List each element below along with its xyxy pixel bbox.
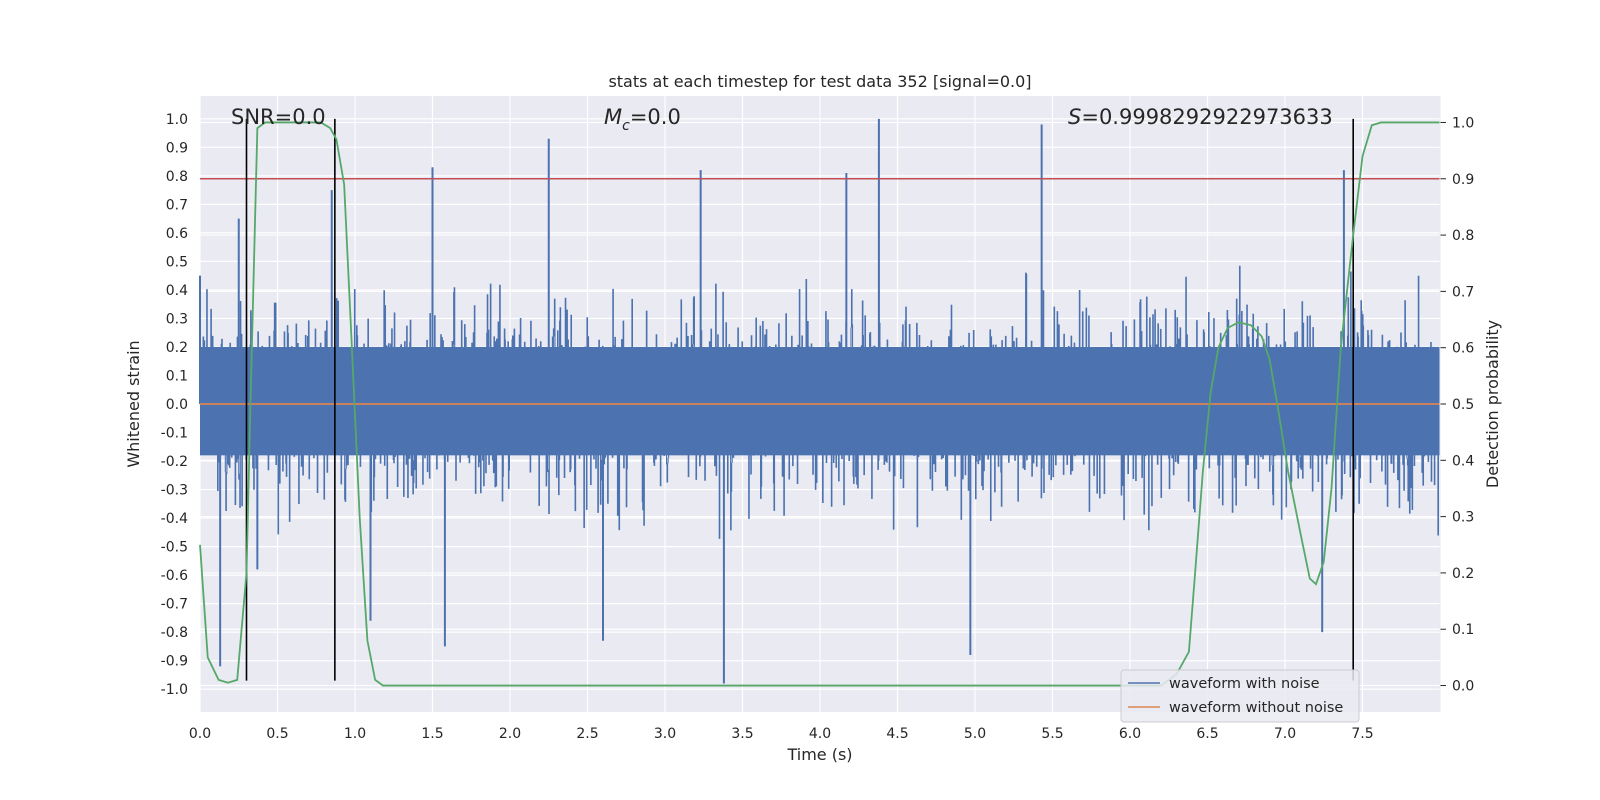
chirp-mass-subscript: c [622, 118, 630, 134]
score-value: =0.9998292922973633 [1081, 105, 1332, 129]
x-tick-label: 5.0 [964, 726, 986, 742]
legend: waveform with noise waveform without noi… [1120, 669, 1360, 723]
y-tick-label: -0.4 [161, 511, 188, 527]
snr-annotation: SNR=0.0 [231, 105, 326, 129]
y-tick-label: -0.3 [161, 483, 188, 499]
y2-tick-label: 0.8 [1452, 228, 1474, 244]
y-tick-label: 0.6 [166, 226, 188, 242]
y2-tick-label: 0.2 [1452, 566, 1474, 582]
x-tick-label: 7.5 [1351, 726, 1373, 742]
y-tick-label: -0.2 [161, 454, 188, 470]
x-tick-label: 0.0 [189, 726, 211, 742]
y-tick-label: 0.3 [166, 311, 188, 327]
axis-ticks: 1.0 0.9 0.8 0.7 0.6 0.5 0.4 0.3 0.2 0.1 0.0 -0.1 -0.… [161, 96, 1474, 742]
y2-tick-label: 0.9 [1452, 172, 1474, 188]
y-tick-label: 1.0 [166, 112, 188, 128]
series-layer [199, 118, 1440, 687]
y2-tick-label: 0.4 [1452, 453, 1474, 469]
x-tick-label: 5.5 [1041, 726, 1063, 742]
x-tick-label: 6.5 [1196, 726, 1218, 742]
y-tick-label: 0.7 [166, 197, 188, 213]
chirp-mass-value: =0.0 [630, 105, 681, 129]
x-tick-label: 4.0 [809, 726, 831, 742]
x-tick-label: 0.5 [266, 726, 288, 742]
y2-tick-label: 1.0 [1452, 115, 1474, 131]
y2-tick-label: 0.3 [1452, 510, 1474, 526]
y-tick-label: -0.8 [161, 625, 188, 641]
x-tick-label: 1.5 [421, 726, 443, 742]
score-symbol: S [1068, 105, 1081, 129]
y2-tick-label: 0.6 [1452, 341, 1474, 357]
x-tick-label: 4.5 [886, 726, 908, 742]
chart-title: stats at each timestep for test data 352… [608, 72, 1031, 91]
legend-box [1120, 669, 1360, 723]
y-tick-label: 0.9 [166, 140, 188, 156]
y2-tick-label: 0.0 [1452, 679, 1474, 695]
y-tick-label: 0.0 [166, 397, 188, 413]
y-tick-label: -0.6 [161, 568, 188, 584]
y2-axis-label: Detection probability [1483, 320, 1502, 488]
score-annotation: S=0.9998292922973633 [1068, 105, 1333, 129]
noisy-waveform-core [200, 346, 1440, 456]
y-tick-label: 0.1 [166, 368, 188, 384]
x-axis-label: Time (s) [786, 745, 852, 764]
chirp-mass-symbol: M [604, 105, 622, 129]
x-tick-label: 2.5 [576, 726, 598, 742]
x-tick-label: 1.0 [344, 726, 366, 742]
noisy-waveform-series [199, 118, 1441, 684]
grid [199, 96, 1440, 712]
detection-probability-line [199, 121, 1440, 687]
x-tick-label: 3.5 [731, 726, 753, 742]
y-tick-label: -0.5 [161, 540, 188, 556]
y-tick-label: -0.1 [161, 426, 188, 442]
y-tick-label: 0.4 [166, 283, 188, 299]
x-tick-label: 3.0 [654, 726, 676, 742]
y2-tick-label: 0.7 [1452, 284, 1474, 300]
x-tick-label: 7.0 [1274, 726, 1296, 742]
y-tick-label: -1.0 [161, 682, 188, 698]
y2-tick-label: 0.1 [1452, 622, 1474, 638]
y-tick-label: 0.5 [166, 254, 188, 270]
x-tick-label: 2.0 [499, 726, 521, 742]
y-axis-label: Whitened strain [124, 340, 143, 467]
y-tick-label: 0.2 [166, 340, 188, 356]
x-tick-label: 6.0 [1119, 726, 1141, 742]
y2-tick-label: 0.5 [1452, 397, 1474, 413]
y-tick-label: 0.8 [166, 169, 188, 185]
chirp-mass-annotation: Mc=0.0 [604, 105, 681, 134]
y-tick-label: -0.9 [161, 654, 188, 670]
legend-label-noisy: waveform with noise [1169, 676, 1320, 692]
y-tick-label: -0.7 [161, 597, 188, 613]
legend-label-clean: waveform without noise [1169, 700, 1343, 716]
